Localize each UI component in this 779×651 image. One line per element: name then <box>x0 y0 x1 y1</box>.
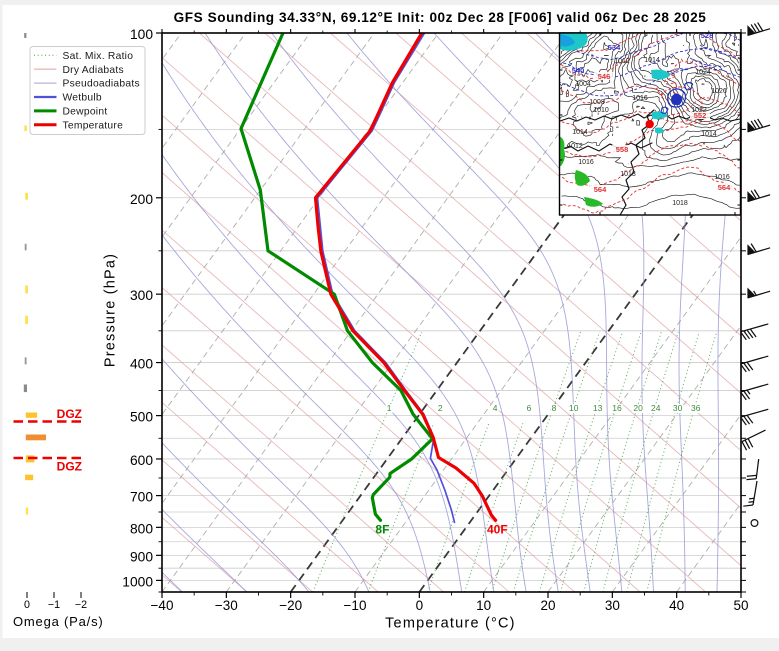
svg-text:DGZ: DGZ <box>57 407 82 421</box>
svg-text:1014: 1014 <box>701 131 717 138</box>
svg-text:36: 36 <box>691 403 701 413</box>
svg-text:13: 13 <box>593 403 603 413</box>
svg-text:−40: −40 <box>151 598 174 613</box>
svg-text:8F: 8F <box>375 523 389 537</box>
svg-text:1026: 1026 <box>711 88 727 95</box>
svg-text:−2: −2 <box>75 599 87 611</box>
svg-text:900: 900 <box>130 549 153 564</box>
svg-text:1016: 1016 <box>714 174 730 181</box>
svg-text:564: 564 <box>718 183 731 192</box>
svg-text:−10: −10 <box>344 598 367 613</box>
svg-text:1012: 1012 <box>614 58 630 65</box>
svg-text:4: 4 <box>493 403 498 413</box>
svg-text:600: 600 <box>130 453 153 468</box>
svg-text:30: 30 <box>605 598 620 613</box>
svg-text:20: 20 <box>633 403 643 413</box>
svg-text:552: 552 <box>694 111 707 120</box>
svg-text:−20: −20 <box>279 598 302 613</box>
svg-text:558: 558 <box>616 145 629 154</box>
svg-text:Dewpoint: Dewpoint <box>63 107 108 118</box>
svg-text:Pseudoadiabats: Pseudoadiabats <box>63 79 140 90</box>
svg-text:0: 0 <box>416 598 424 613</box>
svg-text:1018: 1018 <box>672 200 688 207</box>
svg-text:0: 0 <box>24 599 30 611</box>
svg-text:GFS Sounding 34.33°N, 69.12°E: GFS Sounding 34.33°N, 69.12°E Init: 00z … <box>174 10 707 25</box>
svg-text:500: 500 <box>130 410 153 425</box>
svg-text:540: 540 <box>572 66 585 75</box>
svg-text:−30: −30 <box>215 598 238 613</box>
svg-text:−1: −1 <box>48 599 60 611</box>
svg-text:40: 40 <box>669 598 684 613</box>
svg-text:700: 700 <box>130 490 153 505</box>
svg-text:6: 6 <box>527 403 532 413</box>
svg-text:564: 564 <box>594 185 607 194</box>
svg-text:1004: 1004 <box>575 81 591 88</box>
svg-text:1016: 1016 <box>632 95 648 102</box>
svg-text:Wetbulb: Wetbulb <box>63 93 102 104</box>
svg-text:Temperature (°C): Temperature (°C) <box>385 615 516 631</box>
svg-text:200: 200 <box>130 192 153 207</box>
svg-text:Omega (Pa/s): Omega (Pa/s) <box>13 614 104 629</box>
svg-text:800: 800 <box>130 521 153 536</box>
svg-text:Temperature: Temperature <box>63 120 124 131</box>
svg-text:534: 534 <box>608 43 621 52</box>
svg-text:1008: 1008 <box>589 99 605 106</box>
svg-text:Pressure (hPa): Pressure (hPa) <box>103 253 119 367</box>
svg-text:1010: 1010 <box>593 107 609 114</box>
svg-text:24: 24 <box>651 403 661 413</box>
svg-text:DGZ: DGZ <box>57 460 82 474</box>
svg-text:1022: 1022 <box>691 107 707 114</box>
svg-text:2: 2 <box>438 403 443 413</box>
svg-text:1000: 1000 <box>122 574 153 589</box>
svg-text:1016: 1016 <box>578 159 594 166</box>
svg-text:1014: 1014 <box>572 129 588 136</box>
svg-text:40F: 40F <box>487 523 508 537</box>
svg-text:300: 300 <box>130 288 153 303</box>
svg-text:30: 30 <box>673 403 683 413</box>
svg-text:8: 8 <box>552 403 557 413</box>
svg-text:Dry Adiabats: Dry Adiabats <box>63 65 124 76</box>
svg-text:20: 20 <box>540 598 555 613</box>
svg-text:Sat. Mix. Ratio: Sat. Mix. Ratio <box>63 51 134 62</box>
svg-text:528: 528 <box>701 31 714 40</box>
svg-text:1018: 1018 <box>620 171 636 178</box>
svg-text:400: 400 <box>130 357 153 372</box>
svg-text:10: 10 <box>476 598 491 613</box>
svg-text:1: 1 <box>387 403 392 413</box>
svg-text:1024: 1024 <box>695 69 711 76</box>
svg-text:50: 50 <box>733 598 748 613</box>
svg-text:546: 546 <box>598 72 611 81</box>
svg-text:1014: 1014 <box>644 57 660 64</box>
svg-text:10: 10 <box>569 403 579 413</box>
svg-text:100: 100 <box>130 27 153 42</box>
svg-text:16: 16 <box>612 403 622 413</box>
svg-text:1012: 1012 <box>567 143 583 150</box>
